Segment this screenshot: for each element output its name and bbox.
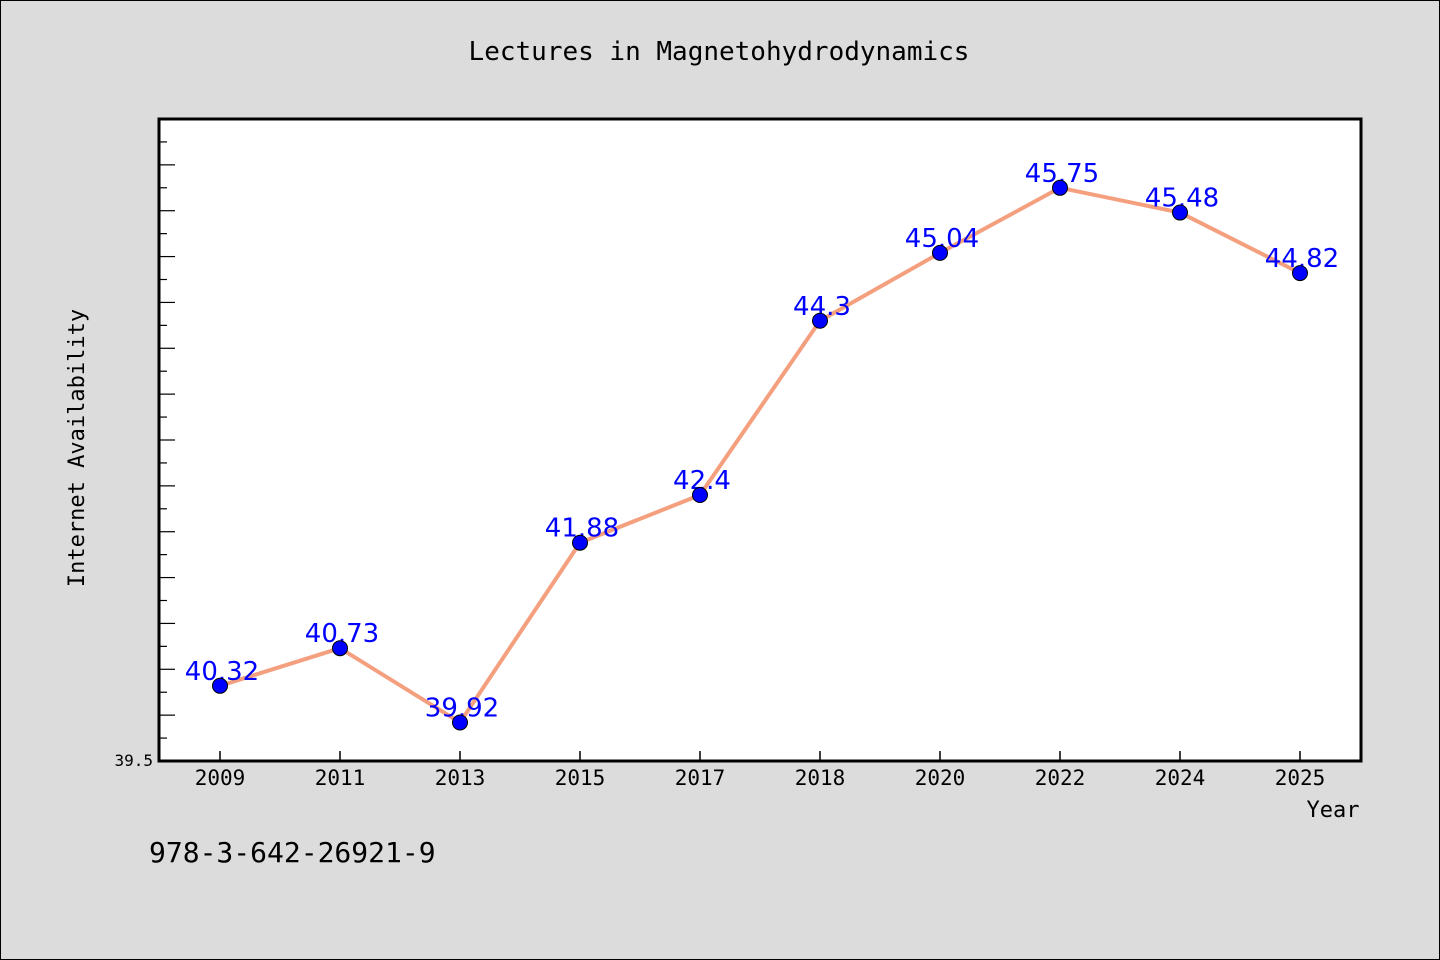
data-point <box>1292 265 1308 282</box>
x-tick-label: 2017 <box>675 766 726 790</box>
x-tick-label: 2024 <box>1155 766 1206 790</box>
data-point <box>692 487 708 504</box>
series-line <box>219 185 1301 725</box>
data-point <box>452 714 468 731</box>
series-layer: 40.3240.7339.9241.8842.444.345.0445.7545… <box>185 159 1339 731</box>
x-tick-label: 2011 <box>315 766 366 790</box>
data-point <box>212 677 228 694</box>
y-axis-ticks: 39.5 <box>114 118 175 770</box>
data-point <box>812 312 828 329</box>
x-axis-ticks: 2009 2011 2013 2015 2017 2018 2020 2022 2024 2025 <box>195 751 1326 790</box>
data-point <box>932 244 948 261</box>
chart-title: Lectures in Magnetohydrodynamics <box>469 37 970 67</box>
y-tick-label: 39.5 <box>114 751 153 770</box>
x-tick-label: 2022 <box>1035 766 1086 790</box>
x-tick-label: 2020 <box>915 766 966 790</box>
x-tick-label: 2018 <box>795 766 846 790</box>
x-tick-label: 2013 <box>435 766 486 790</box>
isbn-caption: 978-3-642-26921-9 <box>149 836 436 869</box>
x-tick-label: 2009 <box>195 766 246 790</box>
x-tick-label: 2025 <box>1275 766 1326 790</box>
x-tick-label: 2015 <box>555 766 606 790</box>
data-point <box>1052 179 1068 196</box>
x-axis-label: Year <box>1307 798 1360 823</box>
data-point <box>1172 204 1188 221</box>
data-point <box>572 534 588 551</box>
y-axis-label: Internet Availability <box>65 309 90 587</box>
data-point <box>332 640 348 657</box>
plot-area <box>157 117 1363 763</box>
